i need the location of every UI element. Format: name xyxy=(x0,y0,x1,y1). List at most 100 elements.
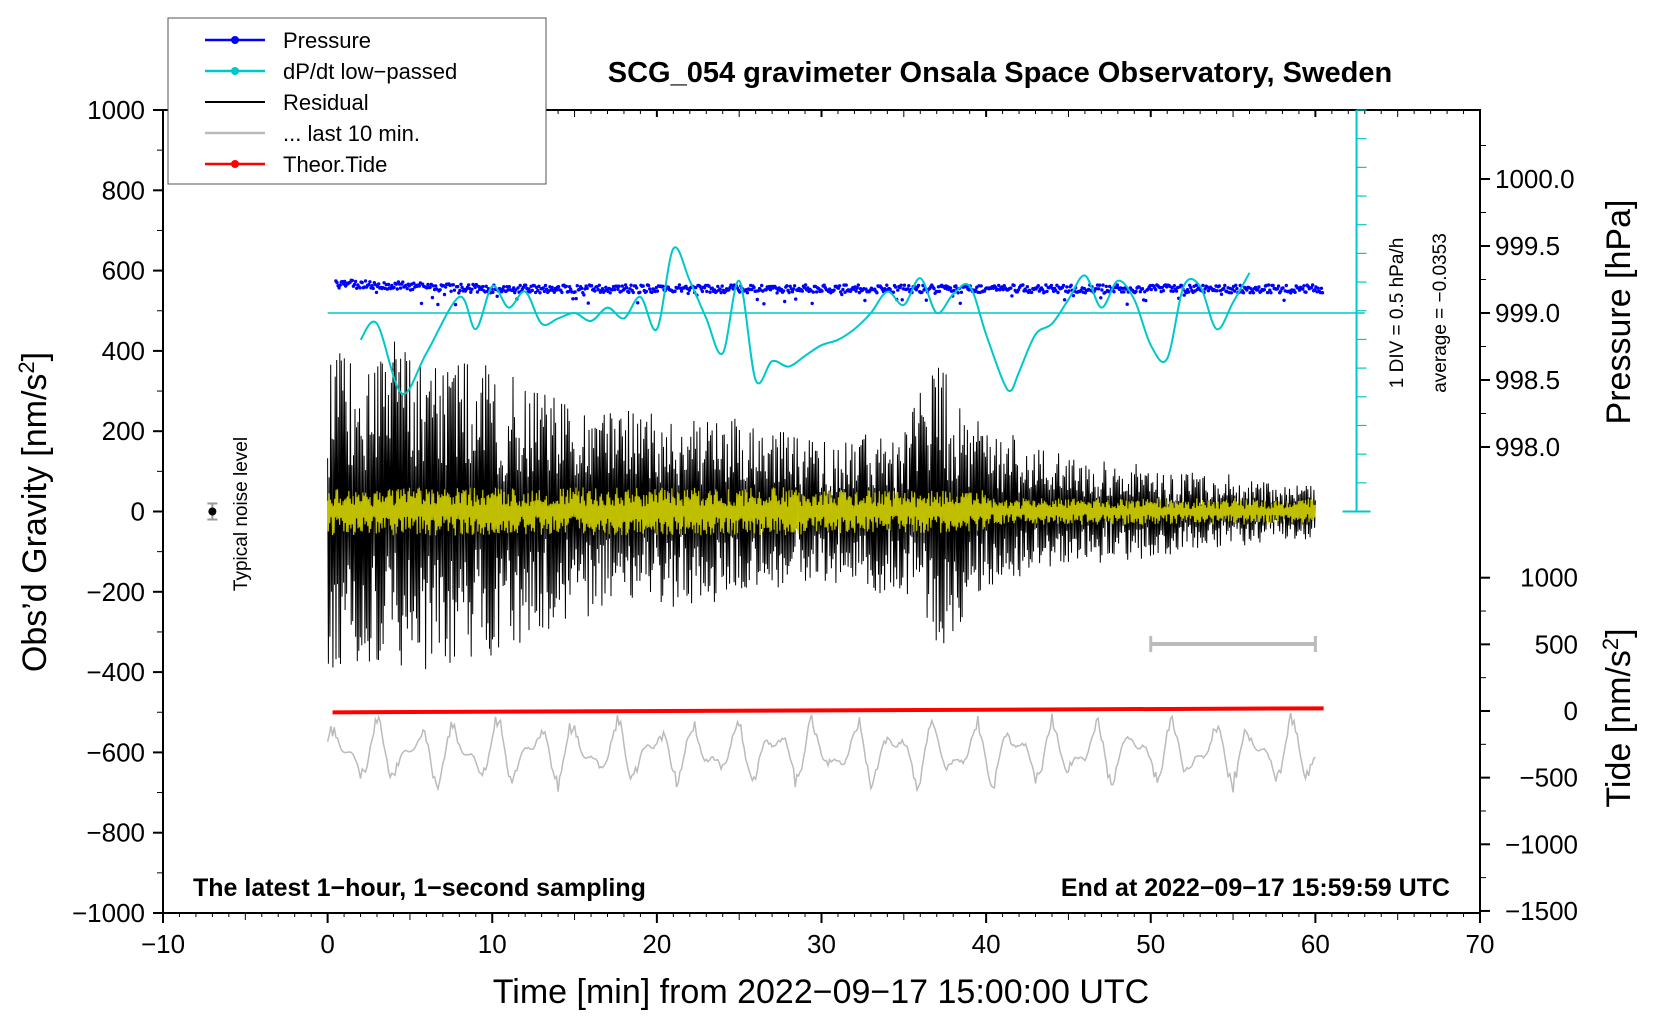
pressure-point xyxy=(467,283,471,287)
pressure-point xyxy=(720,284,724,288)
pressure-point xyxy=(377,282,381,286)
pressure-point xyxy=(655,289,660,293)
legend-label: Residual xyxy=(283,90,369,115)
pressure-point xyxy=(914,288,919,292)
pressure-point xyxy=(794,297,798,301)
pressure-point xyxy=(460,285,464,290)
pressure-tick-label: 1000.0 xyxy=(1495,164,1575,194)
pressure-point xyxy=(1010,294,1014,298)
pressure-point xyxy=(997,283,1001,288)
pressure-point xyxy=(956,291,960,295)
y-tick-label: −200 xyxy=(86,577,145,607)
pressure-point xyxy=(353,279,358,284)
pressure-point xyxy=(370,284,374,288)
pressure-point xyxy=(459,282,463,286)
pressure-point xyxy=(1069,283,1073,287)
pressure-point xyxy=(419,301,424,306)
pressure-point xyxy=(1172,284,1177,288)
pressure-point xyxy=(728,286,732,290)
pressure-point xyxy=(631,290,635,295)
y-tick-label: 200 xyxy=(102,416,145,446)
pressure-point xyxy=(1171,289,1175,293)
pressure-point xyxy=(694,285,698,290)
pressure-point xyxy=(1149,287,1154,292)
pressure-point xyxy=(745,291,750,295)
y-axis-title-pressure: Pressure [hPa] xyxy=(1600,200,1638,425)
legend-marker xyxy=(231,160,239,168)
pressure-point xyxy=(411,287,415,292)
y-tick-label: 800 xyxy=(102,175,145,205)
pressure-point xyxy=(1241,291,1246,295)
pressure-point xyxy=(775,291,779,295)
pressure-point xyxy=(556,285,561,289)
pressure-tick-label: 999.5 xyxy=(1495,231,1560,261)
pressure-point xyxy=(844,283,848,287)
pressure-point xyxy=(974,288,978,292)
pressure-point xyxy=(856,283,860,287)
pressure-point xyxy=(875,291,879,295)
pressure-point xyxy=(810,301,814,306)
pressure-point xyxy=(475,290,480,294)
pressure-point xyxy=(802,286,807,290)
pressure-point xyxy=(436,302,440,307)
pressure-point xyxy=(1154,288,1158,292)
pressure-point xyxy=(1257,285,1261,289)
pressure-point xyxy=(470,287,474,291)
pressure-point xyxy=(638,290,642,294)
pressure-point xyxy=(1137,285,1141,289)
pressure-point xyxy=(1201,283,1205,288)
pressure-point xyxy=(600,287,605,291)
pressure-point xyxy=(1036,284,1041,288)
pressure-point xyxy=(1319,286,1324,290)
pressure-point xyxy=(644,289,649,294)
y-axis-title-left: Obs’d Gravity [nm/s2] xyxy=(14,352,55,672)
pressure-point xyxy=(350,278,354,283)
pressure-point xyxy=(533,290,538,295)
pressure-point xyxy=(893,285,898,289)
pressure-point xyxy=(368,280,372,284)
pressure-point xyxy=(502,285,506,289)
pressure-point xyxy=(582,293,586,297)
chart-title: SCG_054 gravimeter Onsala Space Observat… xyxy=(608,57,1392,89)
pressure-point xyxy=(1100,288,1104,292)
pressure-point xyxy=(1062,298,1067,302)
pressure-point xyxy=(1025,285,1030,289)
x-tick-label: 40 xyxy=(972,929,1001,959)
tide-tick-label: 0 xyxy=(1564,696,1578,726)
pressure-point xyxy=(1222,286,1226,291)
legend-marker xyxy=(231,67,239,75)
pressure-point xyxy=(755,297,759,302)
pressure-point xyxy=(891,290,896,294)
pressure-tick-label: 998.5 xyxy=(1495,365,1560,395)
pressure-point xyxy=(564,284,568,288)
tide-tick-label: 1000 xyxy=(1520,563,1578,593)
pressure-point xyxy=(814,290,819,294)
residual-line xyxy=(327,341,1316,670)
pressure-point xyxy=(800,289,804,293)
pressure-point xyxy=(507,285,511,289)
pressure-point xyxy=(1021,283,1025,287)
pressure-point xyxy=(954,284,958,288)
pressure-point xyxy=(358,286,362,290)
pressure-point xyxy=(604,285,608,289)
pressure-point xyxy=(885,283,889,287)
pressure-point xyxy=(585,286,589,290)
pressure-point xyxy=(438,288,442,292)
pressure-tick-label: 998.0 xyxy=(1495,432,1560,462)
pressure-point xyxy=(958,301,962,305)
pressure-point xyxy=(719,290,723,295)
pressure-point xyxy=(612,287,617,292)
pressure-point xyxy=(932,286,936,291)
pressure-point xyxy=(1230,287,1235,291)
pressure-point xyxy=(832,288,836,292)
pressure-point xyxy=(752,285,756,290)
pressure-point xyxy=(661,284,665,288)
pressure-point xyxy=(1122,290,1126,294)
y-tick-label: −600 xyxy=(86,737,145,767)
pressure-point xyxy=(453,302,458,307)
last-10-min-line xyxy=(326,712,1316,793)
pressure-point xyxy=(1203,287,1207,291)
tide-tick-label: −1000 xyxy=(1505,829,1578,859)
pressure-point xyxy=(625,286,629,290)
